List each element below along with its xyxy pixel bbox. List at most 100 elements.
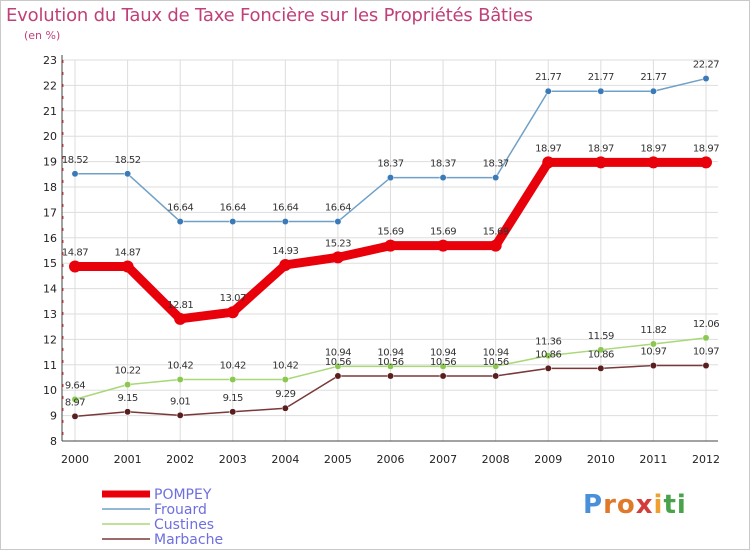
point-marbache xyxy=(544,364,552,372)
x-tick-label: 2006 xyxy=(377,453,405,466)
point-custines xyxy=(334,362,342,370)
point-pompey xyxy=(489,239,502,252)
point-pompey xyxy=(647,156,660,169)
y-tick-label: 21 xyxy=(43,105,57,118)
x-tick-label: 2011 xyxy=(639,453,667,466)
y-tick-label: 17 xyxy=(43,206,57,219)
point-custines xyxy=(597,346,605,354)
point-marbache xyxy=(71,412,79,420)
y-tick-label: 22 xyxy=(43,79,57,92)
point-marbache xyxy=(492,372,500,380)
data-label-marbache: 10.86 xyxy=(535,349,561,360)
data-label-custines: 10.94 xyxy=(377,347,403,358)
data-label-pompey: 14.87 xyxy=(62,248,88,259)
data-label-marbache: 10.86 xyxy=(588,349,614,360)
y-tick-label: 23 xyxy=(43,54,57,67)
data-label-custines: 10.22 xyxy=(115,366,141,377)
data-label-frouard: 18.52 xyxy=(62,155,88,166)
data-label-frouard: 18.37 xyxy=(377,159,403,170)
point-pompey xyxy=(174,312,187,325)
y-tick-label: 16 xyxy=(43,232,57,245)
data-label-custines: 11.82 xyxy=(640,325,666,336)
legend-label-frouard: Frouard xyxy=(154,502,207,518)
point-custines xyxy=(71,395,79,403)
point-frouard xyxy=(439,174,447,182)
data-label-pompey: 18.97 xyxy=(588,143,614,154)
data-label-marbache: 9.15 xyxy=(223,393,243,404)
data-label-custines: 10.42 xyxy=(272,361,298,372)
y-tick-label: 13 xyxy=(43,308,57,321)
data-label-custines: 10.42 xyxy=(220,361,246,372)
data-label-marbache: 10.56 xyxy=(325,357,351,368)
data-label-frouard: 18.37 xyxy=(430,159,456,170)
point-marbache xyxy=(702,362,710,370)
y-tick-label: 9 xyxy=(50,410,57,423)
data-label-pompey: 13.07 xyxy=(220,293,246,304)
y-tick-label: 8 xyxy=(50,435,57,448)
logo-letter: r xyxy=(603,490,617,520)
y-tick-label: 14 xyxy=(43,283,57,296)
point-marbache xyxy=(281,404,289,412)
point-pompey xyxy=(384,239,397,252)
x-tick-label: 2010 xyxy=(587,453,615,466)
x-tick-label: 2012 xyxy=(692,453,720,466)
point-pompey xyxy=(69,260,81,273)
y-tick-label: 10 xyxy=(43,384,57,397)
logo-letter: P xyxy=(583,490,604,520)
point-custines xyxy=(544,352,552,360)
point-frouard xyxy=(597,87,605,95)
data-label-pompey: 15.23 xyxy=(325,238,351,249)
point-marbache xyxy=(387,372,394,380)
data-label-pompey: 14.93 xyxy=(272,246,298,257)
point-marbache xyxy=(334,372,342,380)
point-pompey xyxy=(437,239,450,252)
y-tick-label: 12 xyxy=(43,333,57,346)
data-label-marbache: 10.56 xyxy=(377,357,403,368)
data-label-custines: 10.42 xyxy=(167,361,193,372)
point-custines xyxy=(439,362,447,370)
data-label-pompey: 15.69 xyxy=(430,227,456,238)
point-pompey xyxy=(121,260,134,273)
y-tick-label: 20 xyxy=(43,130,57,143)
point-marbache xyxy=(439,372,447,380)
point-frouard xyxy=(334,218,342,225)
point-frouard xyxy=(124,170,132,178)
data-label-custines: 10.94 xyxy=(483,347,509,358)
data-label-frouard: 16.64 xyxy=(220,203,246,214)
point-custines xyxy=(387,362,394,370)
point-pompey xyxy=(331,251,344,264)
data-label-frouard: 16.64 xyxy=(167,203,193,214)
point-frouard xyxy=(387,174,394,182)
point-custines xyxy=(649,340,657,348)
data-label-pompey: 15.69 xyxy=(377,227,403,238)
data-label-marbache: 10.56 xyxy=(483,357,509,368)
chart-title: Evolution du Taux de Taxe Foncière sur l… xyxy=(6,5,533,26)
logo-letter: i xyxy=(676,490,687,520)
data-label-frouard: 18.37 xyxy=(483,159,509,170)
point-frouard xyxy=(281,218,289,225)
point-frouard xyxy=(71,170,79,178)
x-tick-label: 2004 xyxy=(271,453,299,466)
point-pompey xyxy=(542,156,555,169)
data-label-custines: 11.36 xyxy=(535,337,561,348)
x-tick-label: 2009 xyxy=(534,453,562,466)
data-label-marbache: 10.97 xyxy=(640,347,666,358)
point-marbache xyxy=(176,411,184,419)
data-label-pompey: 15.69 xyxy=(483,227,509,238)
point-marbache xyxy=(229,408,237,416)
data-label-frouard: 21.77 xyxy=(640,72,666,83)
data-label-marbache: 10.97 xyxy=(693,347,719,358)
data-label-custines: 10.94 xyxy=(430,347,456,358)
y-tick-label: 15 xyxy=(43,257,57,270)
legend-label-pompey: POMPEY xyxy=(154,487,212,503)
point-pompey xyxy=(700,156,712,169)
y-tick-label: 11 xyxy=(43,359,57,372)
point-custines xyxy=(124,381,132,389)
x-tick-label: 2007 xyxy=(429,453,457,466)
point-pompey xyxy=(279,258,292,271)
point-pompey xyxy=(226,306,239,319)
data-label-frouard: 18.52 xyxy=(115,155,141,166)
x-tick-label: 2000 xyxy=(61,453,89,466)
data-label-marbache: 9.29 xyxy=(275,389,295,400)
data-label-pompey: 18.97 xyxy=(693,143,719,154)
